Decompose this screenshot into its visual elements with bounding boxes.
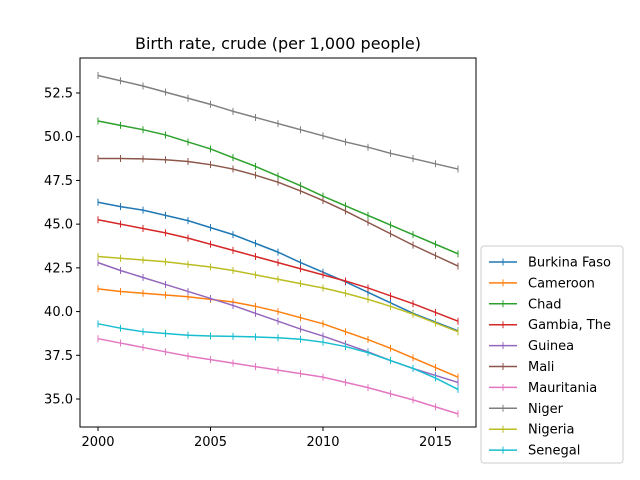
y-tick-label: 42.5 [44,261,73,276]
legend-label: Nigeria [528,423,575,438]
series-mauritania [97,335,459,418]
axes-frame [79,57,477,428]
legend-item: Cameroon [489,276,595,291]
series-gambia-the [97,216,459,325]
series-mali [97,155,459,270]
x-tick-label: 2000 [81,435,114,450]
series-line [97,219,459,322]
legend-item: Chad [489,297,562,312]
x-tick-label: 2005 [194,435,227,450]
legend-label: Mali [528,360,554,375]
legend-item: Niger [489,402,564,417]
legend-label: Gambia, The [528,318,611,333]
legend-label: Mauritania [528,381,597,396]
legend-label: Cameroon [528,276,595,291]
legend-item: Gambia, The [489,318,611,333]
legend-label: Senegal [528,444,580,459]
legend-item: Senegal [489,444,580,459]
series-senegal [97,320,459,393]
x-tick-label: 2015 [419,435,452,450]
legend-item: Nigeria [489,423,575,438]
y-tick-label: 50.0 [44,130,73,145]
series-chad [97,117,459,258]
series-line [97,120,459,255]
series-nigeria [97,252,459,336]
legend-label: Chad [528,297,562,312]
plot-area: 2000 2005 2010 2015 35.0 37.5 40.0 42.5 45.0 47.5… [44,57,477,450]
legend-label: Burkina Faso [528,256,611,271]
y-tick-label: 40.0 [44,305,73,320]
legend-label: Guinea [528,339,574,354]
y-tick-label: 52.5 [44,86,73,101]
legend-label: Niger [528,402,564,417]
series-line [97,337,459,415]
series-line [97,323,459,391]
y-tick-label: 45.0 [44,218,73,233]
legend-item: Burkina Faso [489,256,611,271]
legend-item: Mali [489,360,554,375]
legend-item: Guinea [489,339,574,354]
chart-title: Birth rate, crude (per 1,000 people) [135,34,421,53]
x-tick-label: 2010 [306,435,339,450]
y-tick-label: 37.5 [44,349,73,364]
series-niger [97,71,459,173]
legend: Burkina Faso Cameroon Chad Gambia, The Guine… [480,245,624,464]
y-tick-label: 47.5 [44,174,73,189]
y-tick-label: 35.0 [44,393,73,408]
legend-item: Mauritania [489,381,597,396]
